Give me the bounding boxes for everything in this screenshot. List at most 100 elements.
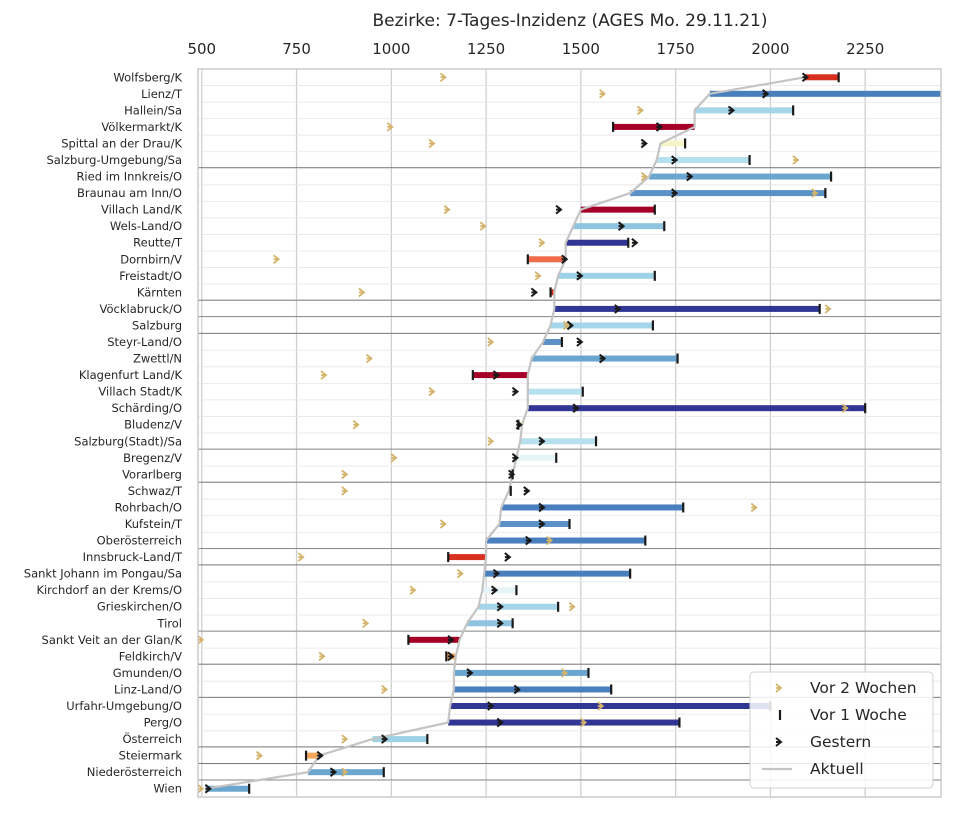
- change-bar-grieskirchen-o: [478, 603, 559, 610]
- change-bar-salzburg-umgebung-sa: [656, 157, 750, 163]
- change-bar-oesterreich: [372, 736, 428, 743]
- change-bar-salzburg: [550, 322, 653, 329]
- change-bar-innsbruck-land-t: [448, 554, 487, 561]
- y-tick-label-kaernten: Kärnten: [137, 285, 182, 299]
- change-bar-dornbirn-v: [527, 256, 566, 263]
- y-tick-label-ried-im-innkreis-o: Ried im Innkreis/O: [76, 170, 182, 184]
- vor2w-marker-hallein-sa: [636, 105, 644, 116]
- gestern-marker-hallein-sa: [727, 105, 736, 116]
- change-bar-kirchdorf-an-der-krems-o: [482, 587, 517, 594]
- change-bar-oberoesterreich: [486, 537, 646, 544]
- y-tick-label-sankt-veit-an-der-glan-k: Sankt Veit an der Glan/K: [42, 633, 183, 647]
- y-tick-label-feldkirch-v: Feldkirch/V: [119, 649, 182, 663]
- y-tick-label-tirol: Tirol: [156, 616, 182, 630]
- vor2w-marker-gmunden-o: [561, 668, 569, 678]
- change-bar-schaerding-o: [527, 405, 866, 412]
- legend-box: [749, 671, 934, 789]
- change-bar-ried-im-innkreis-o: [649, 173, 832, 180]
- y-tick-label-salzburg-stadt-sa: Salzburg(Stadt)/Sa: [74, 434, 182, 448]
- legend-label-aktuell: Aktuell: [810, 760, 864, 778]
- vor2w-marker-feldkirch-v: [318, 651, 326, 662]
- gestern-marker-tirol: [496, 618, 504, 629]
- y-tick-label-vorarlberg: Vorarlberg: [122, 467, 182, 481]
- y-tick-label-kirchdorf-an-der-krems-o: Kirchdorf an der Krems/O: [36, 583, 182, 597]
- gestern-marker-reutte-t: [631, 237, 639, 248]
- gestern-marker-bregenz-v: [511, 453, 520, 463]
- change-bar-hallein-sa: [694, 107, 794, 114]
- change-bar-reutte-t: [565, 239, 629, 246]
- aktuell-line: [205, 76, 805, 790]
- gestern-marker-dornbirn-v: [561, 254, 569, 265]
- y-tick-label-salzburg: Salzburg: [132, 318, 182, 332]
- change-bar-urfahr-umgebung-o: [450, 703, 771, 709]
- legend-label-vor1w: Vor 1 Woche: [810, 706, 907, 724]
- vor2w-marker-oberoesterreich: [545, 535, 553, 546]
- y-tick-label-bregenz-v: Bregenz/V: [123, 451, 182, 465]
- gestern-marker-sankt-johann-im-pongau-sa: [492, 568, 501, 579]
- y-tick-label-wolfsberg-k: Wolfsberg/K: [113, 70, 182, 84]
- y-tick-label-braunau-am-inn-o: Braunau am Inn/O: [77, 186, 182, 200]
- x-tick-label-2000: 2000: [751, 40, 789, 58]
- vor2w-marker-steyr-land-o: [487, 337, 495, 347]
- y-tick-label-lienz-t: Lienz/T: [141, 87, 183, 101]
- vor2w-marker-bludenz-v: [352, 420, 360, 430]
- gestern-marker-freistadt-o: [576, 271, 584, 281]
- vor2w-marker-oesterreich: [341, 734, 349, 744]
- y-tick-label-wien: Wien: [153, 782, 182, 796]
- change-bar-villach-land-k: [580, 206, 655, 213]
- y-tick-label-villach-stadt-k: Villach Stadt/K: [98, 385, 182, 399]
- series-layer: [197, 72, 941, 794]
- vor2w-marker-wolfsberg-k: [439, 72, 447, 82]
- axis-layer: 500 750 1000 1250 1500 1750 2000 2250 Wolfsberg/…: [24, 40, 942, 798]
- y-tick-label-schwaz-t: Schwaz/T: [128, 484, 183, 498]
- gestern-marker-oberoesterreich: [525, 535, 533, 546]
- vor2w-marker-vorarlberg: [341, 469, 349, 480]
- vor2w-marker-urfahr-umgebung-o: [597, 701, 605, 711]
- gestern-marker-steiermark: [316, 750, 324, 761]
- x-tick-label-1750: 1750: [657, 40, 695, 58]
- change-bar-perg-o: [448, 719, 680, 726]
- change-bar-villach-stadt-k: [527, 388, 583, 395]
- gestern-marker-oesterreich: [381, 734, 389, 744]
- vor2w-marker-braunau-am-inn-o: [811, 188, 819, 198]
- change-bar-gmunden-o: [453, 669, 589, 676]
- y-tick-label-sankt-johann-im-pongau-sa: Sankt Johann im Pongau/Sa: [24, 567, 182, 581]
- legend-marker-vor2w: [775, 683, 783, 693]
- vor2w-marker-kirchdorf-an-der-krems-o: [409, 585, 417, 595]
- gestern-marker-kaernten: [530, 287, 538, 298]
- y-tick-label-klagenfurt-land-k: Klagenfurt Land/K: [79, 368, 183, 382]
- gestern-marker-vorarlberg: [508, 469, 516, 480]
- y-tick-label-grieskirchen-o: Grieskirchen/O: [97, 600, 182, 614]
- vor2w-marker-wels-land-o: [479, 221, 487, 231]
- change-bar-rohrbach-o: [501, 504, 684, 511]
- vor2w-marker-niederoesterreich: [341, 767, 349, 777]
- vor2w-marker-grieskirchen-o: [568, 602, 576, 612]
- gestern-marker-lienz-t: [761, 89, 770, 99]
- gestern-marker-rohrbach-o: [538, 502, 546, 513]
- y-tick-label-kufstein-t: Kufstein/T: [125, 517, 183, 531]
- change-bar-klagenfurt-land-k: [472, 372, 528, 379]
- x-tick-label-750: 750: [282, 40, 311, 58]
- change-bar-kaernten: [550, 289, 555, 296]
- y-tick-label-spittal-an-der-drau-k: Spittal an der Drau/K: [61, 136, 182, 150]
- y-tick-label-linz-land-o: Linz-Land/O: [114, 682, 182, 696]
- chart-title: Bezirke: 7-Tages-Inzidenz (AGES Mo. 29.1…: [373, 11, 768, 31]
- vor2w-marker-schaerding-o: [841, 403, 849, 413]
- change-bar-tirol: [467, 620, 513, 627]
- change-bar-steiermark: [306, 752, 320, 759]
- x-tick-label-1500: 1500: [562, 40, 600, 58]
- vor2w-marker-salzburg-umgebung-sa: [792, 155, 800, 165]
- y-tick-label-gmunden-o: Gmunden/O: [113, 666, 182, 680]
- vor2w-marker-reutte-t: [538, 238, 546, 248]
- vor2w-marker-rohrbach-o: [750, 502, 758, 513]
- gestern-marker-zwettl-n: [598, 353, 607, 364]
- gestern-marker-gmunden-o: [466, 668, 474, 678]
- vor2w-marker-bregenz-v: [390, 453, 398, 463]
- y-tick-label-innsbruck-land-t: Innsbruck-Land/T: [83, 550, 183, 564]
- y-tick-label-salzburg-umgebung-sa: Salzburg-Umgebung/Sa: [46, 153, 182, 167]
- vor2w-marker-schwaz-t: [341, 486, 349, 496]
- gestern-marker-ried-im-innkreis-o: [686, 171, 694, 182]
- vor2w-marker-lienz-t: [599, 89, 607, 99]
- vor2w-marker-villach-land-k: [443, 204, 451, 215]
